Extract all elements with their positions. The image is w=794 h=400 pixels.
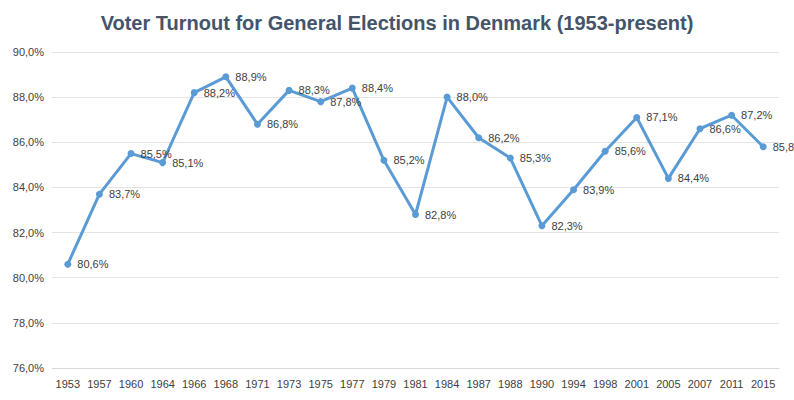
svg-text:83,7%: 83,7% xyxy=(109,188,140,200)
svg-text:1988: 1988 xyxy=(498,378,522,390)
svg-text:82,3%: 82,3% xyxy=(551,220,582,232)
svg-text:1953: 1953 xyxy=(56,378,80,390)
svg-text:86,6%: 86,6% xyxy=(709,123,740,135)
svg-text:2011: 2011 xyxy=(720,378,744,390)
svg-text:1981: 1981 xyxy=(403,378,427,390)
svg-text:88,0%: 88,0% xyxy=(13,91,44,103)
svg-text:2007: 2007 xyxy=(688,378,712,390)
svg-text:82,0%: 82,0% xyxy=(13,227,44,239)
svg-text:85,1%: 85,1% xyxy=(172,157,203,169)
svg-text:2005: 2005 xyxy=(656,378,680,390)
svg-text:2001: 2001 xyxy=(625,378,649,390)
svg-text:80,0%: 80,0% xyxy=(13,272,44,284)
svg-text:2015: 2015 xyxy=(751,378,775,390)
svg-text:76,0%: 76,0% xyxy=(13,362,44,374)
svg-text:1960: 1960 xyxy=(119,378,143,390)
svg-text:1975: 1975 xyxy=(308,378,332,390)
svg-text:1964: 1964 xyxy=(150,378,174,390)
svg-text:86,2%: 86,2% xyxy=(488,132,519,144)
svg-text:88,2%: 88,2% xyxy=(204,87,235,99)
svg-text:1979: 1979 xyxy=(372,378,396,390)
svg-text:1984: 1984 xyxy=(435,378,459,390)
svg-text:88,4%: 88,4% xyxy=(362,82,393,94)
svg-text:1994: 1994 xyxy=(561,378,585,390)
svg-text:82,8%: 82,8% xyxy=(425,209,456,221)
svg-text:88,0%: 88,0% xyxy=(457,91,488,103)
svg-text:86,0%: 86,0% xyxy=(13,136,44,148)
svg-text:1990: 1990 xyxy=(530,378,554,390)
svg-text:86,8%: 86,8% xyxy=(267,118,298,130)
svg-text:1998: 1998 xyxy=(593,378,617,390)
svg-text:1987: 1987 xyxy=(466,378,490,390)
svg-text:87,8%: 87,8% xyxy=(330,96,361,108)
svg-text:83,9%: 83,9% xyxy=(583,184,614,196)
svg-text:87,2%: 87,2% xyxy=(741,109,772,121)
svg-text:84,0%: 84,0% xyxy=(13,181,44,193)
svg-text:1966: 1966 xyxy=(182,378,206,390)
svg-text:85,6%: 85,6% xyxy=(615,145,646,157)
svg-text:80,6%: 80,6% xyxy=(77,258,108,270)
svg-text:1957: 1957 xyxy=(87,378,111,390)
svg-text:85,2%: 85,2% xyxy=(393,154,424,166)
svg-text:88,3%: 88,3% xyxy=(299,84,330,96)
svg-text:1971: 1971 xyxy=(245,378,269,390)
svg-text:78,0%: 78,0% xyxy=(13,317,44,329)
svg-text:88,9%: 88,9% xyxy=(235,71,266,83)
svg-text:85,5%: 85,5% xyxy=(141,148,172,160)
svg-text:85,3%: 85,3% xyxy=(520,152,551,164)
svg-text:84,4%: 84,4% xyxy=(678,172,709,184)
svg-text:1968: 1968 xyxy=(214,378,238,390)
svg-text:1977: 1977 xyxy=(340,378,364,390)
svg-text:87,1%: 87,1% xyxy=(646,111,677,123)
svg-text:85,8%: 85,8% xyxy=(773,141,794,153)
svg-text:Voter Turnout for General Elec: Voter Turnout for General Elections in D… xyxy=(101,12,694,34)
svg-text:90,0%: 90,0% xyxy=(13,46,44,58)
svg-text:1973: 1973 xyxy=(277,378,301,390)
